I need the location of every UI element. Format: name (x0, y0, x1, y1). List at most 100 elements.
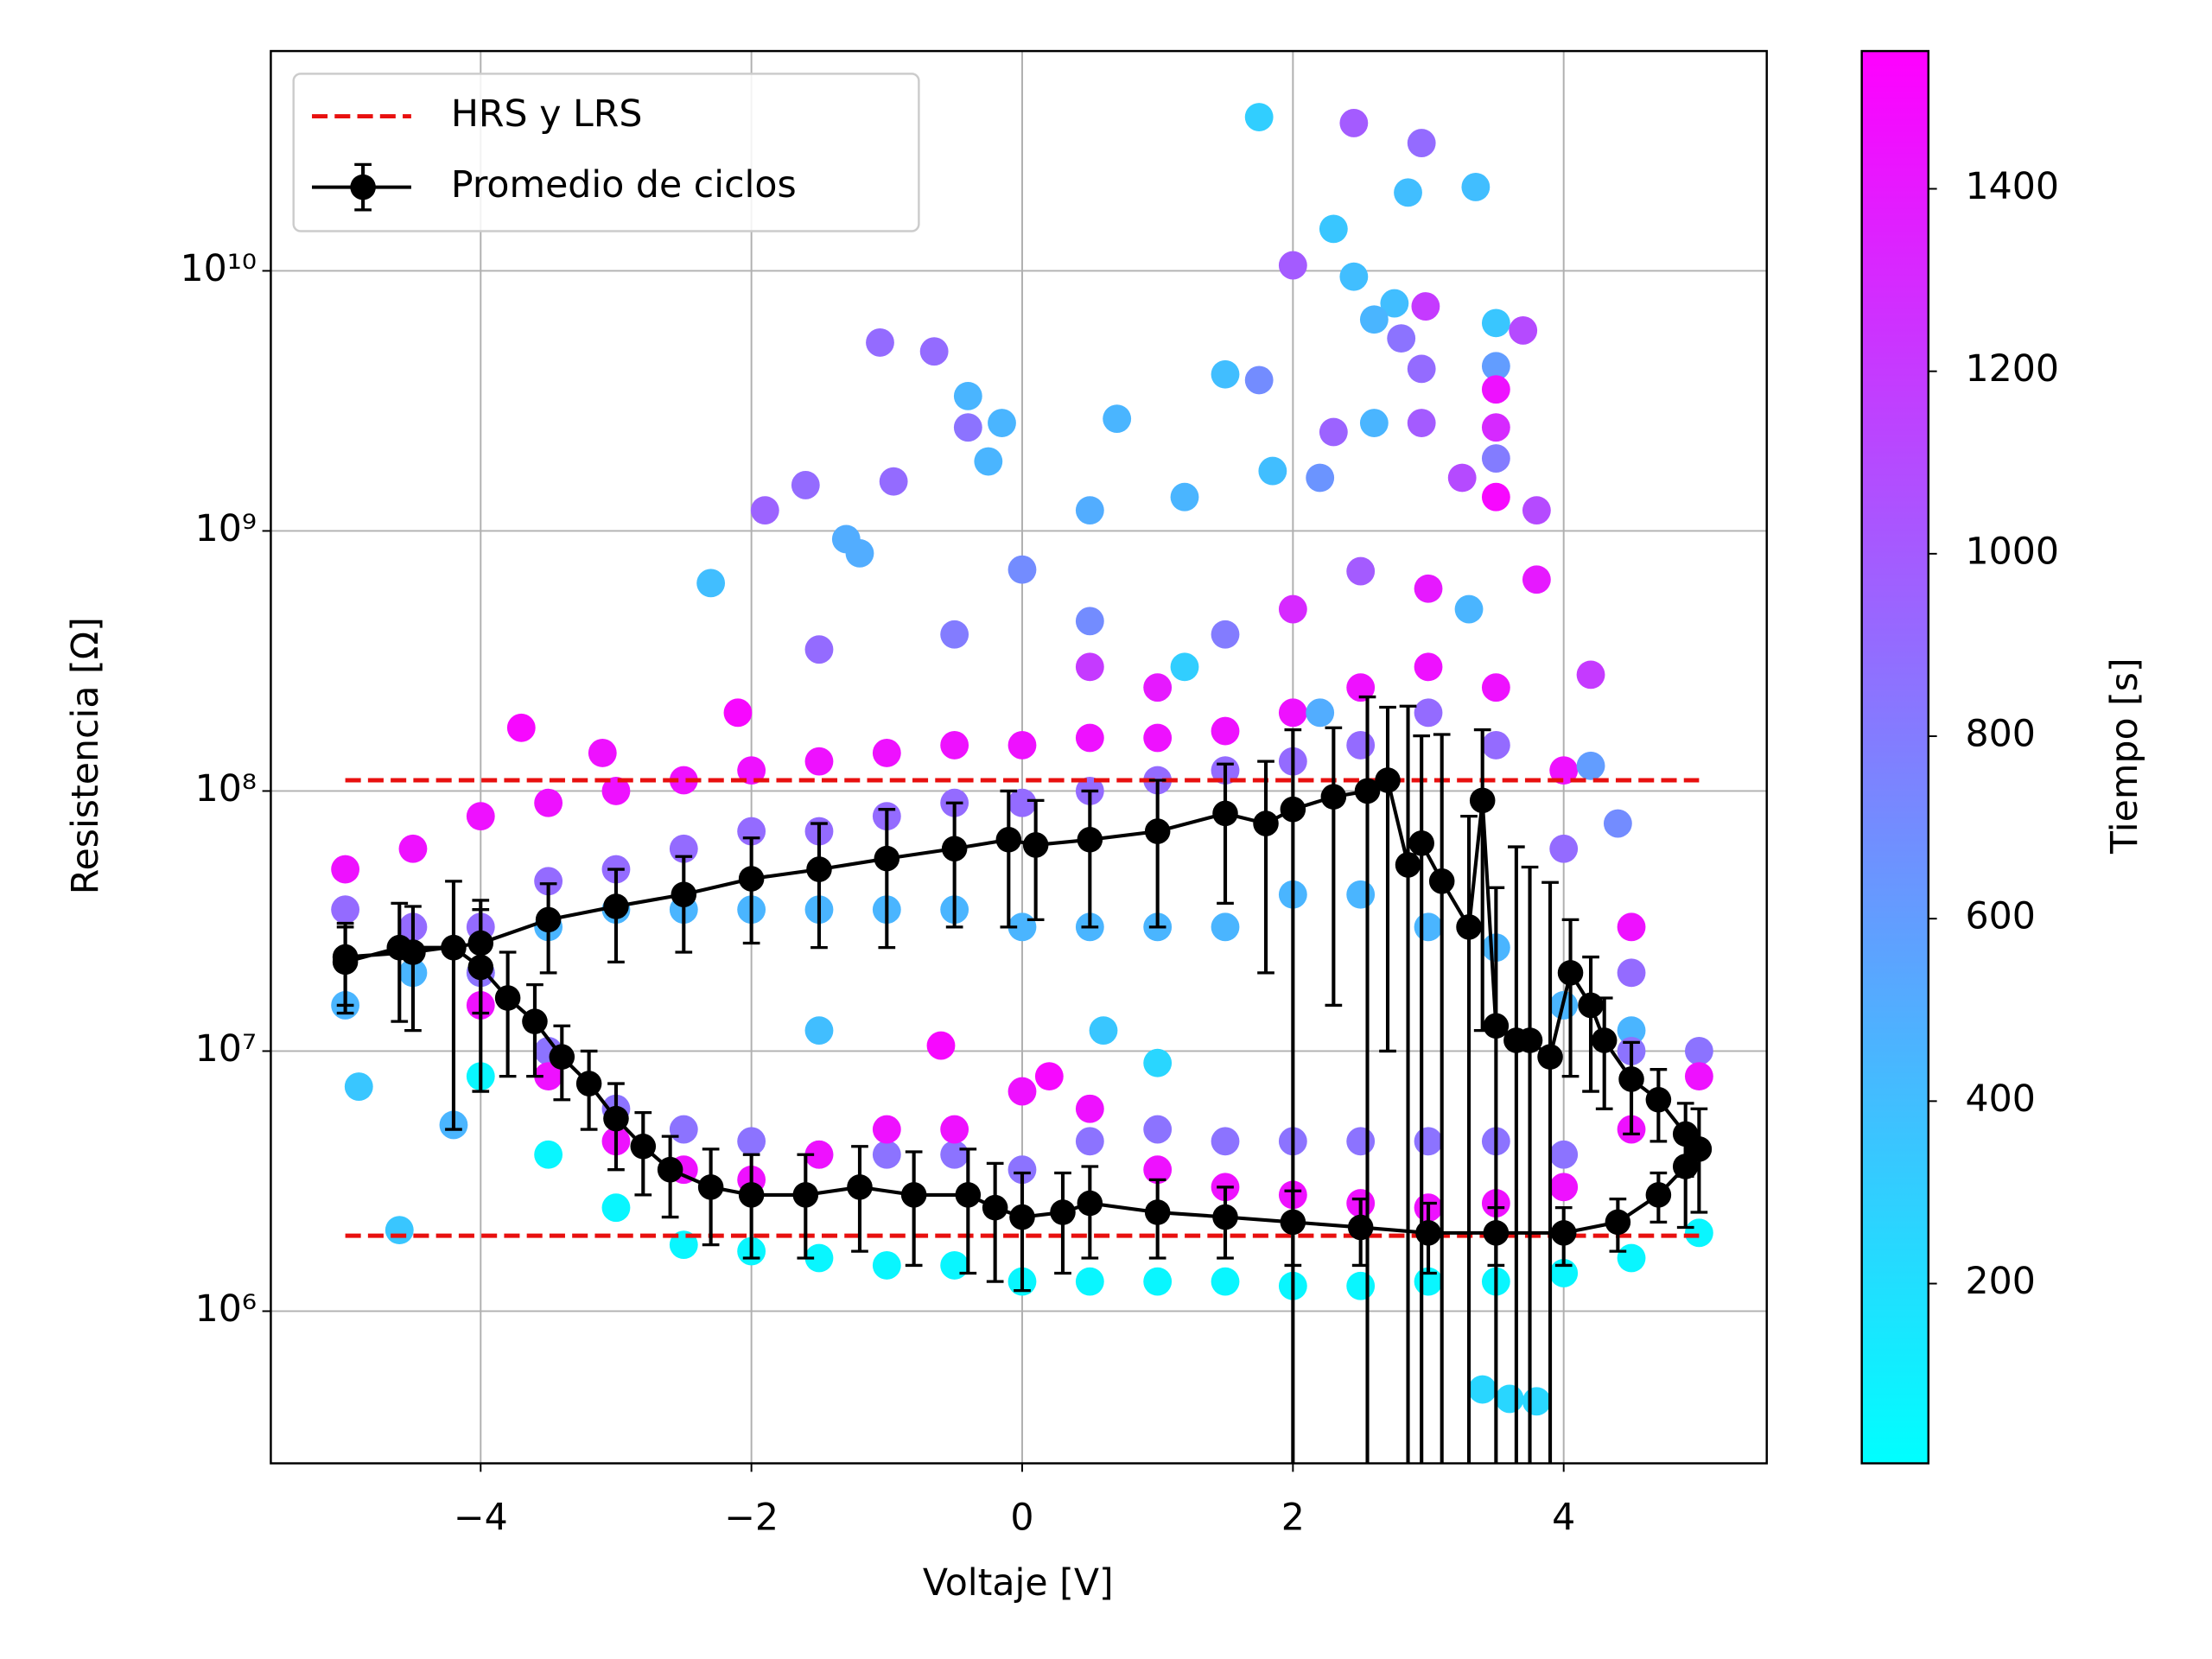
average-point (1212, 800, 1238, 827)
average-point (1077, 1190, 1103, 1217)
scatter-point (1684, 1218, 1713, 1248)
average-point (535, 906, 562, 933)
scatter-point (1414, 912, 1443, 942)
scatter-point (1617, 1243, 1646, 1273)
average-point (1280, 796, 1306, 823)
scatter-point (331, 895, 360, 925)
scatter-point (1034, 1062, 1064, 1091)
scatter-point (1549, 834, 1579, 863)
scatter-point (1143, 673, 1173, 702)
scatter-point (1306, 463, 1335, 493)
scatter-point (845, 538, 874, 568)
y-tick-label: 10⁸ (195, 767, 257, 810)
scatter-point (1170, 652, 1199, 682)
x-tick-label: −4 (454, 1497, 508, 1540)
scatter-point (588, 739, 617, 767)
scatter-point (1684, 1062, 1713, 1091)
average-point (657, 1156, 683, 1183)
scatter-point (1339, 262, 1369, 291)
legend-swatch (350, 174, 376, 200)
scatter-point (534, 788, 563, 817)
average-point (603, 1105, 629, 1132)
scatter-point (1549, 1173, 1579, 1202)
scatter-point (1617, 1016, 1646, 1046)
scatter-point (1170, 482, 1199, 512)
scatter-point (1319, 214, 1348, 244)
scatter-point (1278, 594, 1307, 624)
scatter-point (344, 1072, 373, 1101)
average-point (400, 939, 426, 965)
legend-label: HRS y LRS (451, 92, 643, 136)
scatter-point (1007, 788, 1037, 817)
scatter-point (1143, 1048, 1173, 1077)
scatter-point (940, 620, 969, 649)
scatter-point (953, 413, 982, 442)
scatter-point (1359, 305, 1389, 334)
scatter-point (1549, 756, 1579, 785)
axes-frame (270, 49, 1768, 1465)
y-tick-label: 10¹⁰ (181, 247, 257, 290)
scatter-point (1089, 1016, 1118, 1046)
scatter-point (1481, 413, 1510, 442)
scatter-point (750, 496, 779, 525)
colorbar-tick-label: 800 (1965, 713, 2035, 756)
scatter-point (872, 739, 901, 767)
scatter-point (1481, 673, 1510, 702)
average-point (982, 1194, 1008, 1221)
average-point (697, 1174, 724, 1200)
scatter-point (331, 855, 360, 884)
x-tick-label: −2 (724, 1497, 779, 1540)
colorbar-tick-label: 600 (1965, 895, 2035, 938)
scatter-point (791, 471, 820, 499)
scatter-point (804, 747, 834, 776)
scatter-point (1007, 731, 1037, 760)
scatter-point (804, 1016, 834, 1046)
legend-box (292, 73, 920, 232)
average-point (847, 1174, 873, 1200)
scatter-point (1211, 1127, 1240, 1156)
scatter-point (737, 1127, 766, 1156)
scatter-point (1075, 1267, 1104, 1296)
y-tick-label: 10⁷ (195, 1027, 257, 1071)
average-point (1550, 1220, 1577, 1246)
colorbar-tick-label: 1000 (1965, 530, 2059, 573)
scatter-point (1411, 292, 1440, 321)
scatter-point (1339, 109, 1369, 137)
scatter-point (1103, 404, 1132, 434)
scatter-point (1407, 409, 1436, 437)
average-point (792, 1182, 819, 1208)
scatter-point (1211, 1267, 1240, 1296)
average-point (1354, 778, 1381, 804)
scatter-point (1684, 1037, 1713, 1065)
scatter-point (1380, 289, 1409, 318)
average-point (1280, 1209, 1306, 1236)
scatter-point (1143, 1267, 1173, 1296)
y-tick-label: 10⁹ (195, 507, 257, 550)
scatter-point (1346, 1127, 1376, 1156)
scatter-point (866, 328, 894, 357)
scatter-point (1346, 556, 1376, 586)
scatter-point (1481, 731, 1510, 760)
scatter-point (1211, 912, 1240, 942)
scatter-point (1468, 1375, 1497, 1404)
scatter-point (1007, 555, 1037, 584)
average-point (1408, 830, 1434, 856)
scatter-point (1075, 723, 1104, 753)
average-point (671, 881, 697, 907)
average-point (1672, 1154, 1699, 1179)
scatter-point (1211, 716, 1240, 746)
x-tick-label: 0 (1010, 1497, 1033, 1540)
scatter-point (1461, 173, 1491, 201)
scatter-point (1346, 880, 1376, 909)
x-tick-label: 2 (1281, 1497, 1305, 1540)
average-point (1672, 1121, 1699, 1147)
scatter-point (1481, 375, 1510, 404)
scatter-point (872, 1251, 901, 1280)
average-point (1645, 1086, 1672, 1113)
average-point (1212, 1204, 1238, 1230)
axes: −4 −2 0 2 4 10⁶ 10⁷ 10⁸ 10⁹ 10¹⁰ 200 400 600 800 1000 1… (181, 165, 2059, 1540)
colorbar-tick-label: 1400 (1965, 165, 2059, 208)
scatter-point (940, 1251, 969, 1280)
